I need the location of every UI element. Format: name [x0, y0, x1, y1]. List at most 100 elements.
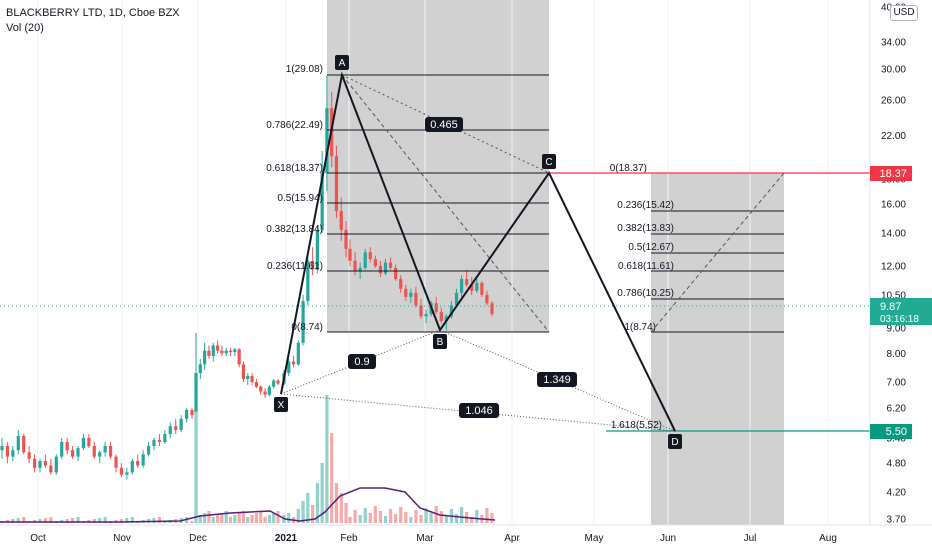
symbol-title[interactable]: BLACKBERRY LTD, 1D, Cboe BZX [6, 7, 180, 19]
point-label: D [671, 437, 678, 448]
volume-bar [459, 507, 464, 523]
volume-bar [272, 513, 276, 523]
volume-bar [454, 514, 459, 523]
range-box-ab [327, 0, 549, 332]
candle-body [184, 409, 189, 419]
candle-body [348, 248, 352, 261]
candle-body [465, 279, 469, 285]
time-tick: Aug [819, 533, 837, 544]
candle-body [207, 350, 211, 357]
volume-bar [363, 508, 367, 523]
volume-bar [444, 516, 448, 523]
candle-body [27, 452, 31, 459]
candle-body [259, 386, 263, 392]
volume-bar [228, 517, 233, 523]
price-tick: 22.00 [881, 131, 906, 142]
fib-left-label: 0.5(15.94) [277, 193, 323, 204]
candle-body [388, 262, 393, 268]
candle-body [306, 260, 310, 302]
volume-bar [344, 503, 348, 523]
volume-bar [241, 511, 246, 523]
candle-body [363, 252, 367, 268]
ratio-text: 1.349 [543, 374, 571, 386]
candle-body [125, 472, 129, 475]
ratio-label: 0.465 [425, 117, 463, 132]
price-tick: 4.80 [887, 459, 907, 470]
candle-body [174, 426, 178, 431]
candle-body [224, 350, 228, 354]
volume-bar [16, 518, 20, 523]
candle-body [383, 262, 388, 274]
time-axis[interactable]: Oct Nov Dec 2021 Feb Mar Apr May Jun Jul… [30, 533, 837, 544]
candle-body [43, 460, 48, 466]
candle-body [315, 229, 319, 270]
volume-bar [267, 515, 271, 523]
candle-body [454, 292, 459, 306]
candle-body [339, 211, 343, 230]
volume-bar [383, 516, 388, 523]
candle-body [11, 450, 15, 457]
candle-body [434, 303, 438, 312]
candle-body [459, 279, 464, 293]
fib-right-label: 0.382(13.83) [617, 223, 674, 234]
time-tick: Mar [416, 533, 434, 544]
currency-button[interactable]: USD [890, 5, 918, 21]
time-tick: 2021 [275, 533, 298, 544]
volume-bar [399, 507, 403, 523]
fib-right-label: 0(18.37) [610, 163, 647, 174]
volume-bar [207, 511, 211, 523]
candle-body [399, 279, 403, 289]
volume-bar [320, 463, 324, 523]
volume-bar [49, 517, 53, 523]
volume-bar [263, 517, 267, 523]
volume-bar [429, 513, 433, 523]
volume-bar [414, 510, 418, 523]
volume-bar [190, 521, 194, 523]
candle-body [194, 373, 198, 412]
price-tick: 34.00 [881, 38, 906, 49]
price-tick: 16.00 [881, 200, 906, 211]
candle-body [272, 380, 276, 387]
price-label-text: 18.37 [879, 168, 907, 180]
indicator-label[interactable]: Vol (20) [6, 22, 44, 34]
point-marker-b[interactable]: B [433, 334, 447, 349]
point-marker-c[interactable]: C [542, 154, 556, 169]
volume-bar [404, 512, 408, 523]
candle-body [358, 267, 362, 272]
candle-body [263, 391, 267, 395]
candle-body [291, 361, 296, 365]
point-marker-x[interactable]: X [274, 397, 288, 412]
volume-bar [296, 509, 300, 523]
candle-body [320, 172, 324, 230]
xabcd-pattern-path[interactable] [280, 71, 676, 432]
fib-left-label: 1(29.08) [286, 64, 323, 75]
candle-body [419, 305, 423, 317]
volume-bar [353, 510, 357, 523]
candle-body [0, 446, 4, 451]
volume-bar [254, 513, 259, 523]
fib-right-label: 0.236(15.42) [617, 200, 674, 211]
volume-bar [434, 506, 438, 523]
volume-bar [358, 515, 362, 523]
ratio-text: 0.9 [354, 356, 369, 368]
point-marker-a[interactable]: A [335, 55, 349, 70]
candle-body [5, 446, 10, 457]
volume-bar [76, 517, 80, 523]
price-axis[interactable]: 40.0034.0030.0026.0022.0018.0016.0014.00… [881, 3, 906, 526]
candle-body [76, 448, 80, 457]
pattern-dotted-lines [280, 74, 785, 432]
price-tick: 9.00 [887, 324, 907, 335]
volume-bar [311, 505, 315, 523]
point-label: A [339, 58, 346, 69]
candle-body [168, 426, 172, 434]
volume-bar [301, 501, 305, 523]
ratio-text: 0.465 [430, 119, 458, 131]
candle-body [190, 409, 194, 416]
candle-body [470, 284, 474, 291]
candle-body [241, 364, 246, 380]
price-tick: 10.50 [881, 290, 906, 301]
point-marker-d[interactable]: D [668, 434, 682, 449]
fib-left-label: 0.786(22.49) [266, 120, 323, 131]
volume-bar [306, 493, 310, 523]
